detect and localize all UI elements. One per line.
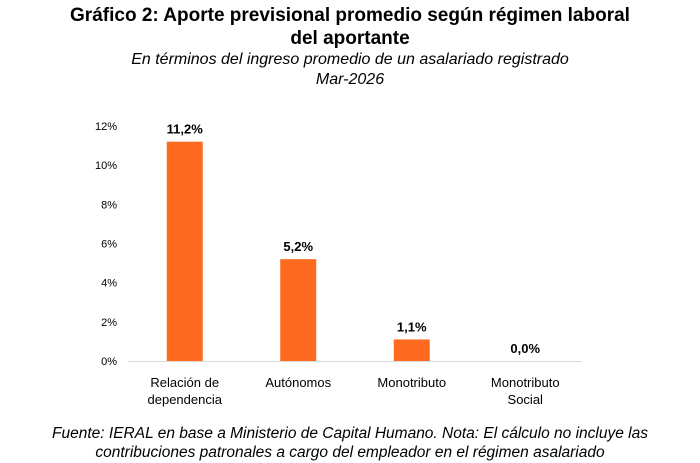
data-label: 11,2% <box>167 122 204 137</box>
x-tick-label-line: Monotributo <box>491 375 560 390</box>
chart-footer-note: Fuente: IERAL en base a Ministerio de Ca… <box>0 424 700 462</box>
y-tick-label: 2% <box>101 317 117 329</box>
x-tick-label-line: Relación de <box>150 375 219 390</box>
x-tick-label: Autónomos <box>265 375 331 390</box>
y-tick-label: 4% <box>101 278 117 290</box>
bar <box>280 259 317 361</box>
y-tick-label: 0% <box>101 356 117 368</box>
y-tick-label: 8% <box>101 199 117 211</box>
x-tick-label: Monotributo <box>377 375 446 390</box>
x-tick-label: Monotributo Social <box>491 375 560 407</box>
x-tick-label-line: dependencia <box>148 392 223 407</box>
chart-title-line-1: Gráfico 2: Aporte previsional promedio s… <box>70 5 630 26</box>
chart-title-line-2: del aportante <box>290 28 410 49</box>
x-tick-label-line: Autónomos <box>265 375 331 390</box>
y-tick-label: 12% <box>95 121 117 133</box>
y-tick-label: 10% <box>95 160 117 172</box>
chart-subtitle-line-1: En términos del ingreso promedio de un a… <box>131 51 569 68</box>
chart-subtitle: En términos del ingreso promedio de un a… <box>0 50 700 90</box>
y-tick-label: 6% <box>101 239 117 251</box>
footer-line-2: contribuciones patronales a cargo del em… <box>95 444 605 461</box>
data-label: 1,1% <box>397 319 427 334</box>
x-tick-label: Relación de dependencia <box>148 375 223 407</box>
chart-title: Gráfico 2: Aporte previsional promedio s… <box>0 4 700 50</box>
data-label: 0,0% <box>510 341 540 356</box>
data-label: 5,2% <box>283 239 313 254</box>
x-tick-label-line: Social <box>508 392 544 407</box>
bar <box>393 339 430 361</box>
bar <box>166 141 203 361</box>
x-tick-label-line: Monotributo <box>377 375 446 390</box>
chart-subtitle-line-2: Mar-2026 <box>315 71 385 88</box>
footer-line-1: Fuente: IERAL en base a Ministerio de Ca… <box>52 425 648 442</box>
